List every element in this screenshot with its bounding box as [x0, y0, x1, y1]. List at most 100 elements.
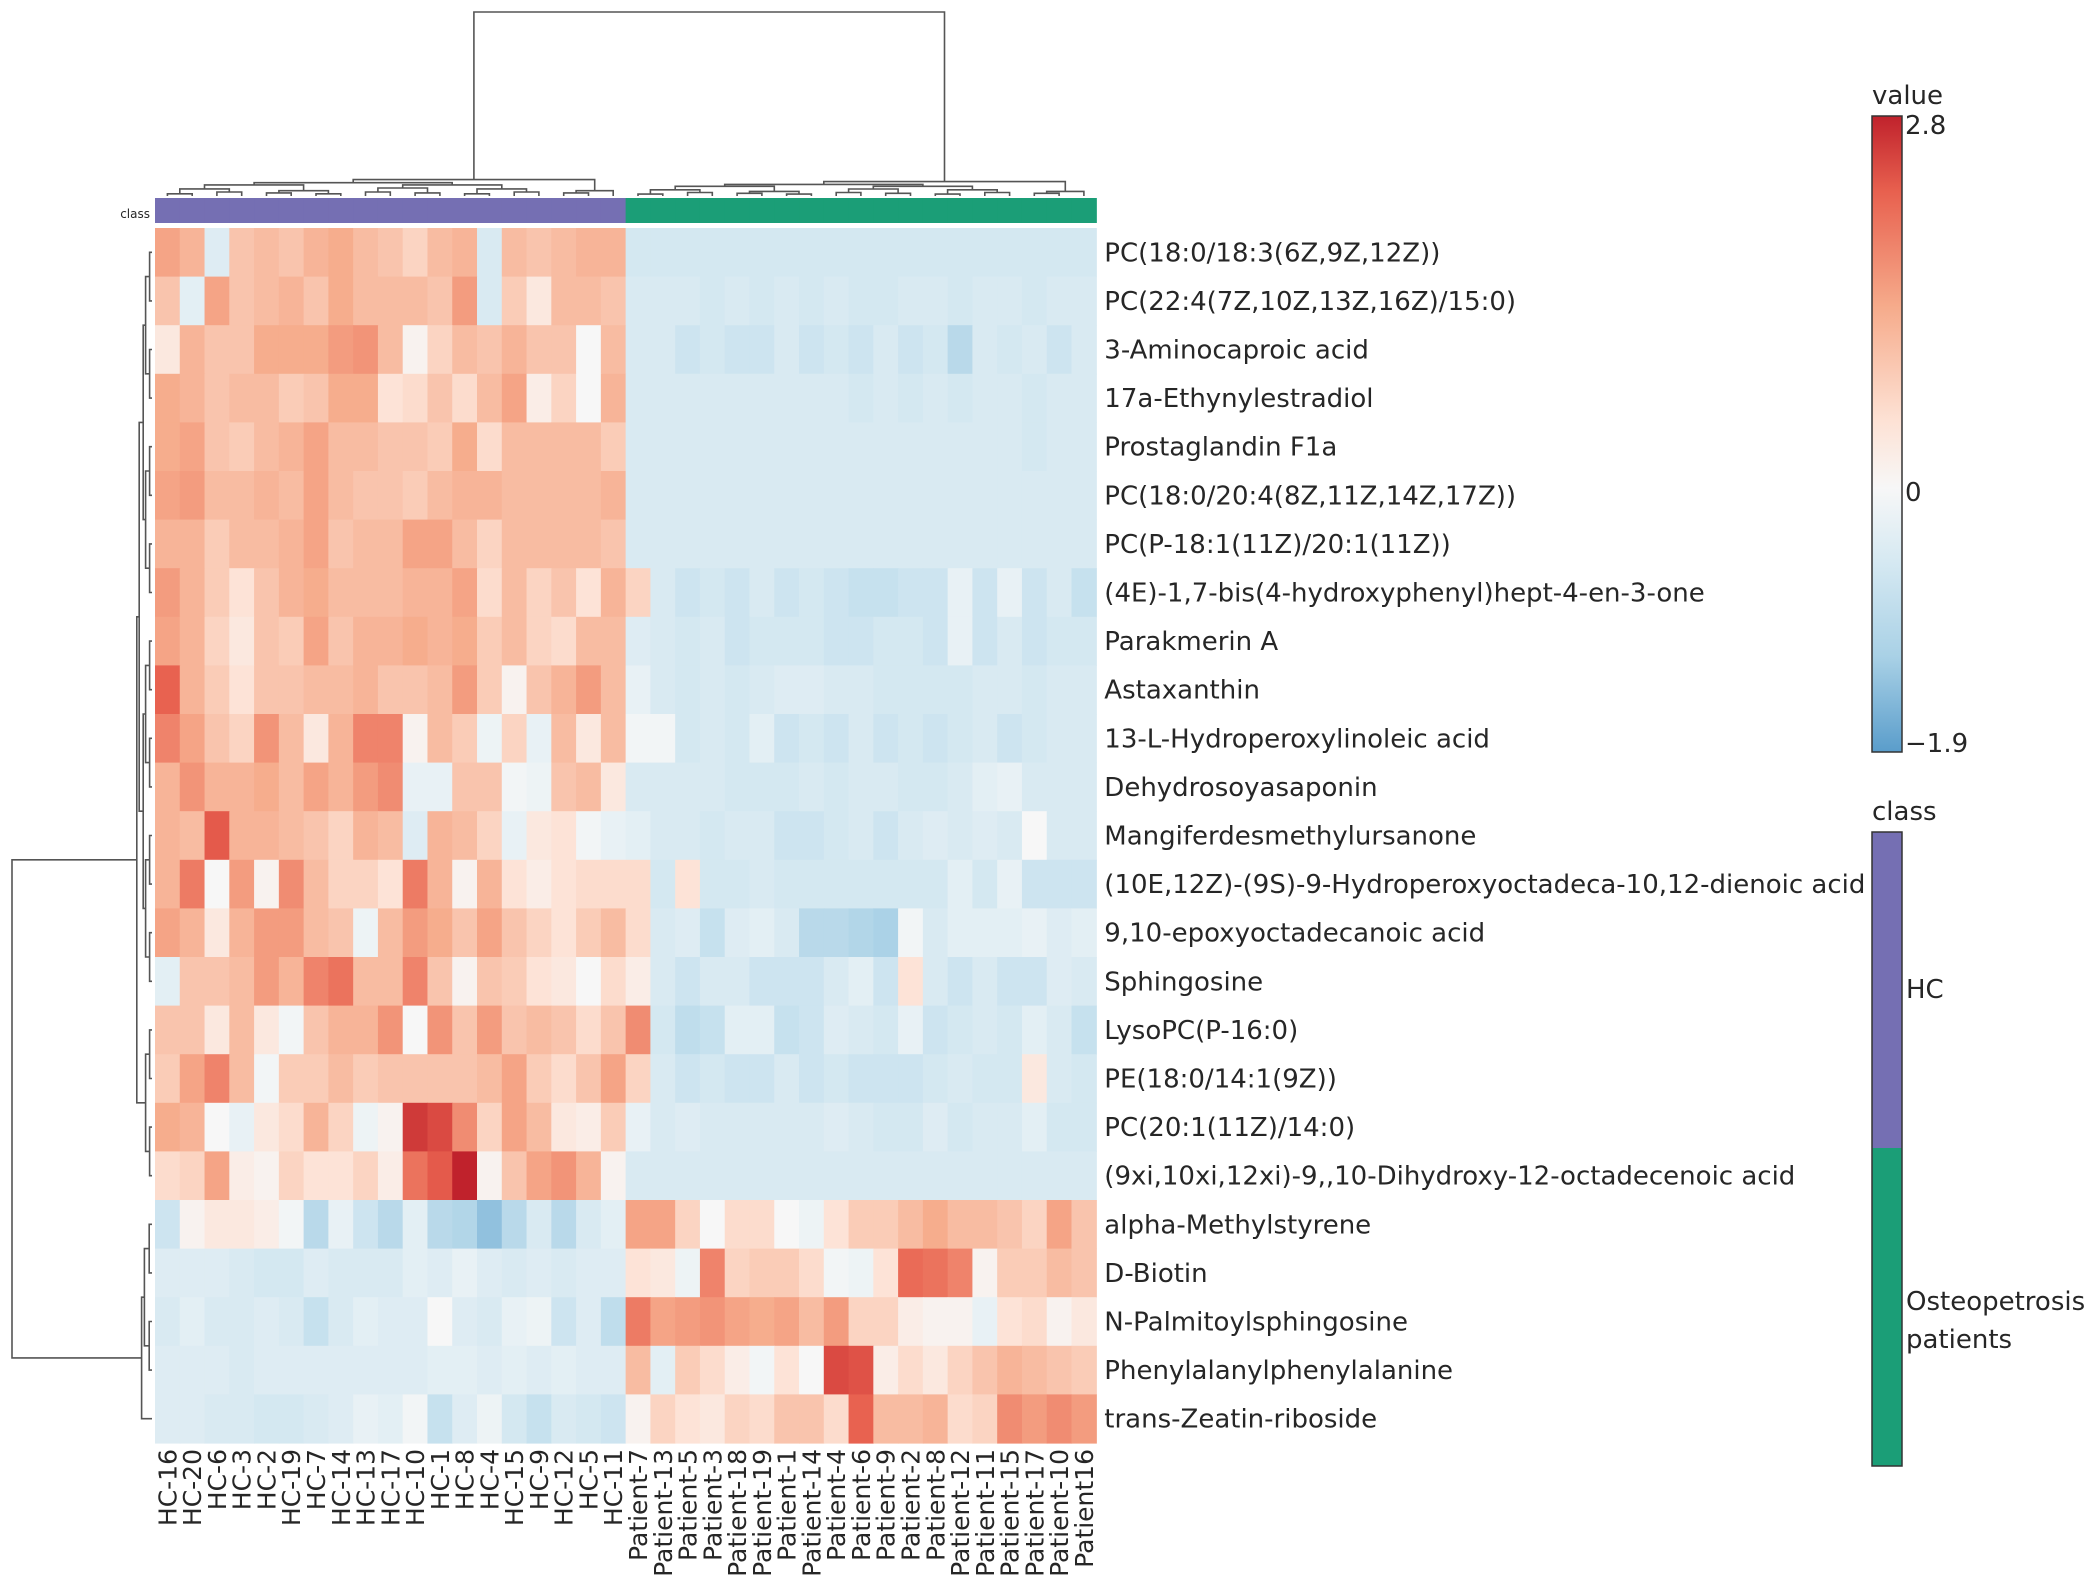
- class-bar-cell: [898, 198, 924, 223]
- heatmap-cell: [526, 568, 552, 618]
- heatmap-cell: [1046, 616, 1073, 666]
- class-bar-cell: [576, 198, 602, 223]
- heatmap-cell: [774, 908, 800, 958]
- class-bar-cell: [972, 198, 998, 223]
- column-label: Patient-15: [996, 1449, 1025, 1577]
- heatmap-cell: [427, 228, 453, 278]
- heatmap-cell: [947, 1005, 974, 1055]
- heatmap-cell: [377, 811, 404, 861]
- heatmap-cell: [576, 1248, 602, 1298]
- heatmap-cell: [526, 811, 552, 861]
- heatmap-cell: [997, 1248, 1023, 1298]
- heatmap-cell: [699, 1054, 726, 1104]
- heatmap-cell: [650, 1102, 676, 1152]
- class-bar-cell: [501, 198, 528, 223]
- heatmap-cell: [600, 714, 627, 764]
- heatmap-cell: [873, 1054, 899, 1104]
- heatmap-cell: [600, 616, 627, 666]
- heatmap-cell: [848, 325, 874, 375]
- heatmap-cell: [229, 616, 255, 666]
- heatmap-cell: [353, 1054, 379, 1104]
- column-label: Patient-5: [674, 1449, 703, 1561]
- heatmap-cell: [600, 325, 627, 375]
- heatmap-cell: [477, 568, 503, 618]
- heatmap-cell: [452, 908, 478, 958]
- class-bar-cell: [997, 198, 1023, 223]
- heatmap-cell: [675, 1297, 701, 1347]
- heatmap-cell: [650, 957, 676, 1007]
- heatmap-cell: [204, 1248, 230, 1298]
- heatmap-cell: [353, 665, 379, 715]
- heatmap-cell: [427, 762, 453, 812]
- heatmap-cell: [600, 568, 627, 618]
- heatmap-cell: [675, 1054, 701, 1104]
- heatmap-cell: [724, 1394, 751, 1444]
- heatmap-cell: [823, 1102, 850, 1152]
- heatmap-cell: [1071, 665, 1097, 715]
- heatmap-cell: [477, 471, 503, 521]
- heatmap-cell: [551, 665, 577, 715]
- heatmap-cell: [650, 1297, 676, 1347]
- heatmap-cell: [204, 422, 230, 472]
- heatmap-cell: [402, 1345, 429, 1395]
- heatmap-cell: [452, 859, 478, 909]
- heatmap-cell: [1046, 471, 1073, 521]
- dendrogram-link: [11, 859, 142, 1359]
- heatmap-cell: [675, 276, 701, 326]
- row-label: PE(18:0/14:1(9Z)): [1104, 1065, 1337, 1095]
- heatmap-cell: [997, 714, 1023, 764]
- heatmap-cell: [922, 519, 949, 569]
- heatmap-cell: [997, 1054, 1023, 1104]
- heatmap-cell: [922, 471, 949, 521]
- class-bar-cell: [155, 198, 181, 223]
- heatmap-cell: [600, 1054, 627, 1104]
- heatmap-cell: [477, 276, 503, 326]
- heatmap-cell: [873, 568, 899, 618]
- heatmap-cell: [947, 471, 974, 521]
- heatmap-cell: [204, 859, 230, 909]
- heatmap-cell: [799, 1248, 825, 1298]
- heatmap-cell: [179, 616, 206, 666]
- heatmap-cell: [402, 665, 429, 715]
- heatmap-cell: [947, 228, 974, 278]
- heatmap-cell: [625, 616, 651, 666]
- heatmap-cell: [155, 568, 181, 618]
- heatmap-cell: [328, 908, 354, 958]
- heatmap-cell: [377, 1005, 404, 1055]
- heatmap-cell: [972, 228, 998, 278]
- heatmap-cell: [1021, 373, 1048, 423]
- heatmap-cell: [898, 714, 924, 764]
- heatmap-cell: [873, 1151, 899, 1201]
- heatmap-cell: [922, 714, 949, 764]
- column-label: HC-10: [401, 1449, 430, 1526]
- heatmap-cell: [204, 665, 230, 715]
- heatmap-cell: [873, 1248, 899, 1298]
- class-legend-swatch-patients: [1872, 1148, 1902, 1466]
- heatmap-cell: [873, 1200, 899, 1250]
- heatmap-cell: [452, 373, 478, 423]
- heatmap-cell: [477, 714, 503, 764]
- heatmap-cell: [155, 811, 181, 861]
- heatmap-cell: [501, 859, 528, 909]
- heatmap-cell: [625, 714, 651, 764]
- heatmap-cell: [278, 859, 305, 909]
- heatmap-cell: [278, 325, 305, 375]
- heatmap-cell: [997, 762, 1023, 812]
- heatmap-cell: [303, 1248, 329, 1298]
- heatmap-cell: [972, 422, 998, 472]
- heatmap-cell: [452, 1297, 478, 1347]
- dendrogram-link: [637, 193, 664, 196]
- heatmap-cell: [155, 957, 181, 1007]
- class-bar-cell: [823, 198, 850, 223]
- heatmap-cell: [155, 422, 181, 472]
- heatmap-cell: [650, 811, 676, 861]
- heatmap-cell: [229, 714, 255, 764]
- heatmap-cell: [650, 1248, 676, 1298]
- heatmap-cell: [526, 1297, 552, 1347]
- heatmap-cell: [377, 471, 404, 521]
- heatmap-cell: [749, 616, 775, 666]
- heatmap-cell: [155, 1248, 181, 1298]
- heatmap-cell: [724, 957, 751, 1007]
- heatmap-cell: [625, 1054, 651, 1104]
- column-label: Patient-1: [773, 1449, 802, 1561]
